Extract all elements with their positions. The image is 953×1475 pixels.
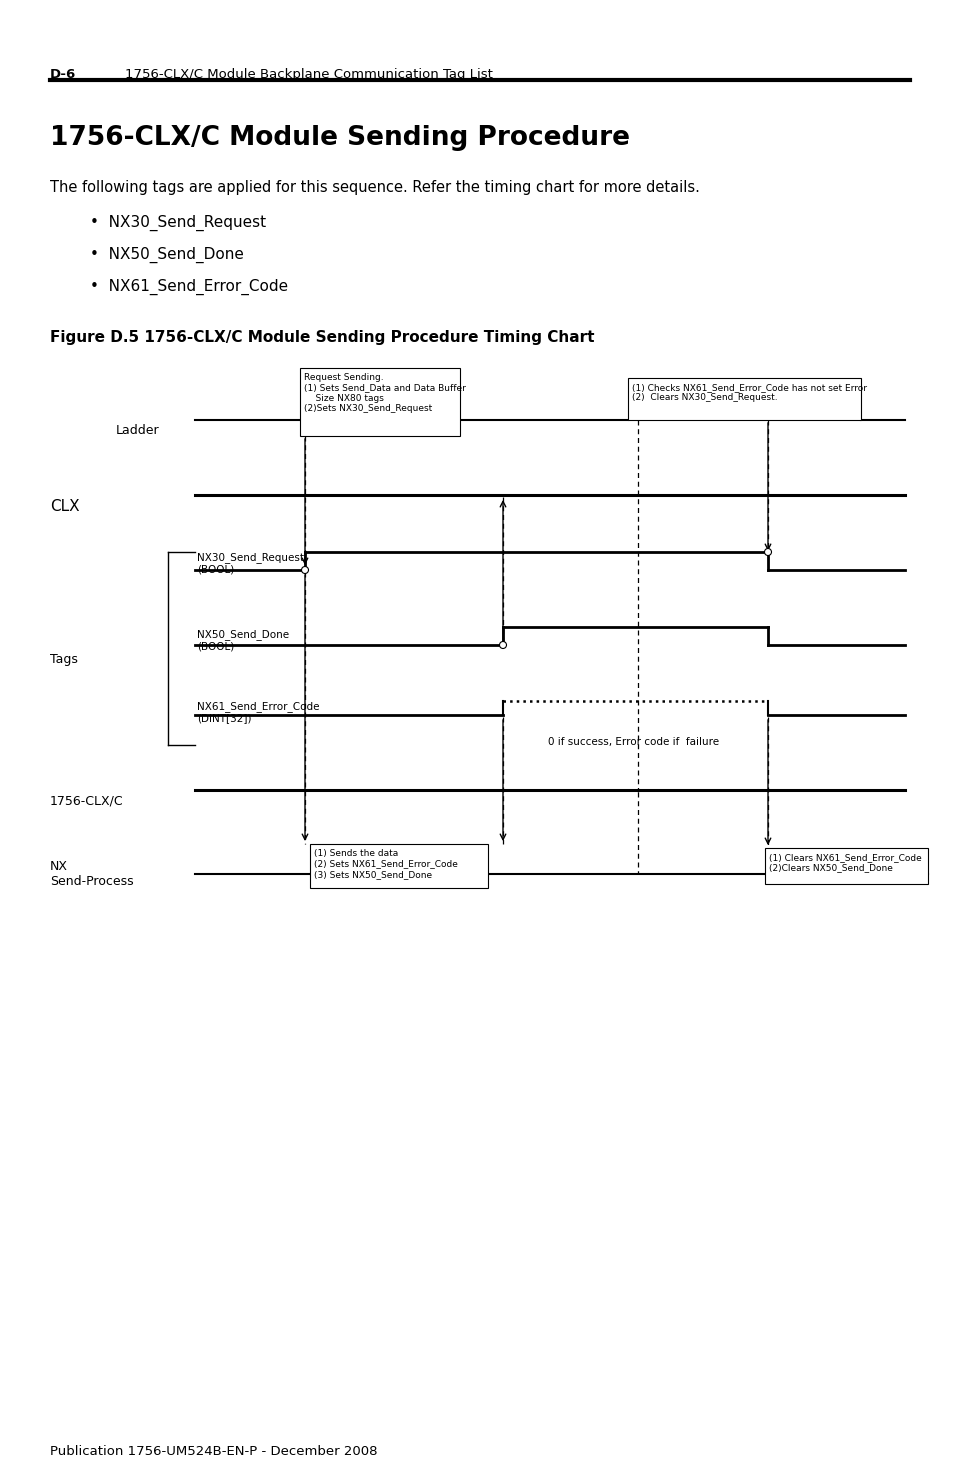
Bar	[299, 367, 459, 437]
Text: NX61_Send_Error_Code
(DINT[32]): NX61_Send_Error_Code (DINT[32])	[196, 701, 319, 724]
Text: (1) Clears NX61_Send_Error_Code
(2)Clears NX50_Send_Done: (1) Clears NX61_Send_Error_Code (2)Clear…	[768, 853, 921, 872]
Text: Request Sending.
(1) Sets Send_Data and Data Buffer
    Size NX80 tags
(2)Sets N: Request Sending. (1) Sets Send_Data and …	[304, 373, 465, 413]
Text: CLX: CLX	[50, 499, 79, 513]
Text: (1) Sends the data
(2) Sets NX61_Send_Error_Code
(3) Sets NX50_Send_Done: (1) Sends the data (2) Sets NX61_Send_Er…	[314, 850, 457, 879]
Text: D-6: D-6	[50, 68, 76, 81]
Text: •  NX50_Send_Done: • NX50_Send_Done	[90, 246, 244, 263]
Text: 1756-CLX/C Module Sending Procedure: 1756-CLX/C Module Sending Procedure	[50, 125, 629, 150]
Text: NX30_Send_Request
(BOOL): NX30_Send_Request (BOOL)	[196, 552, 304, 574]
Circle shape	[301, 566, 308, 574]
Bar	[310, 844, 488, 888]
Text: •  NX30_Send_Request: • NX30_Send_Request	[90, 215, 266, 232]
Circle shape	[499, 642, 506, 649]
Text: Figure D.5 1756-CLX/C Module Sending Procedure Timing Chart: Figure D.5 1756-CLX/C Module Sending Pro…	[50, 330, 594, 345]
Text: NX
Send-Process: NX Send-Process	[50, 860, 133, 888]
Text: 1756-CLX/C Module Backplane Communication Tag List: 1756-CLX/C Module Backplane Communicatio…	[125, 68, 493, 81]
Text: Ladder: Ladder	[116, 423, 159, 437]
Text: •  NX61_Send_Error_Code: • NX61_Send_Error_Code	[90, 279, 288, 295]
Text: Tags: Tags	[50, 653, 78, 667]
Text: NX50_Send_Done
(BOOL): NX50_Send_Done (BOOL)	[196, 628, 289, 652]
Text: 1756-CLX/C: 1756-CLX/C	[50, 794, 124, 807]
Bar	[627, 378, 861, 420]
Text: The following tags are applied for this sequence. Refer the timing chart for mor: The following tags are applied for this …	[50, 180, 700, 195]
Text: 0 if success, Error code if  failure: 0 if success, Error code if failure	[547, 738, 719, 746]
Circle shape	[763, 549, 771, 556]
Text: (1) Checks NX61_Send_Error_Code has not set Error
(2)  Clears NX30_Send_Request.: (1) Checks NX61_Send_Error_Code has not …	[631, 384, 866, 403]
Text: Publication 1756-UM524B-EN-P - December 2008: Publication 1756-UM524B-EN-P - December …	[50, 1446, 377, 1457]
Bar	[764, 848, 927, 884]
